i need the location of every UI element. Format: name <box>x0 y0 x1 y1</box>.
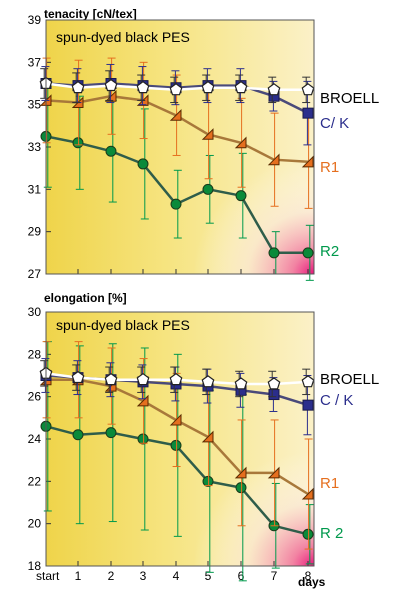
ytick-label: 33 <box>28 140 42 154</box>
data-point <box>169 109 182 121</box>
chart-title-2: spun-dyed black PES <box>56 317 190 333</box>
data-point <box>105 145 117 157</box>
data-point <box>170 439 182 451</box>
series-label: BROELL <box>320 371 379 388</box>
data-point <box>302 107 314 119</box>
data-point <box>169 83 183 96</box>
ytick-label: 18 <box>28 559 42 573</box>
data-point <box>201 80 215 94</box>
data-point <box>234 377 248 390</box>
data-point <box>301 375 315 388</box>
xtick-label: 1 <box>75 569 82 583</box>
data-point <box>267 153 280 166</box>
ytick-label: 22 <box>28 474 42 488</box>
data-point <box>234 466 247 479</box>
elongation-panel: elongation [%] spun-dyed black PES 18202… <box>28 291 380 589</box>
data-point <box>202 475 214 487</box>
plot-glow-1 <box>46 20 314 274</box>
ytick-label: 30 <box>28 305 42 319</box>
data-point <box>234 80 248 94</box>
data-point <box>72 429 84 441</box>
data-point <box>170 198 182 210</box>
xlabel-days: days <box>298 575 326 589</box>
data-point <box>201 430 214 443</box>
ytick-label: 28 <box>28 347 42 361</box>
data-point <box>235 190 247 202</box>
data-point <box>201 375 215 388</box>
plot-frame-2 <box>45 311 315 567</box>
data-point <box>267 466 280 479</box>
data-point <box>201 128 214 140</box>
data-point <box>137 158 149 170</box>
data-point <box>169 413 182 426</box>
plot-frame-1 <box>45 19 315 275</box>
ytick-label: 26 <box>28 390 42 404</box>
data-point <box>104 372 118 386</box>
tenacity-panel: tenacity [cN/tex] spun-dyed black PES 27… <box>28 7 380 281</box>
chart-title-1: spun-dyed black PES <box>56 29 190 45</box>
data-point <box>104 78 118 92</box>
data-point <box>301 487 314 500</box>
series-label: C / K <box>320 392 353 409</box>
ylabel-elongation: elongation [%] <box>44 291 127 305</box>
data-point <box>301 155 314 168</box>
ylabel-tenacity: tenacity [cN/tex] <box>44 7 137 21</box>
series-broell: BROELL <box>39 68 379 107</box>
data-point <box>202 183 214 195</box>
ytick-label: 20 <box>28 517 42 531</box>
xtick-label: 2 <box>108 569 115 583</box>
xtick-label: 3 <box>140 569 147 583</box>
data-point <box>71 370 85 384</box>
data-point <box>72 137 84 149</box>
data-point <box>302 528 314 540</box>
data-point <box>235 482 247 494</box>
series-label: BROELL <box>320 90 379 107</box>
data-point <box>234 136 247 149</box>
series-label: C/ K <box>320 115 349 132</box>
series-r2: R2 <box>40 85 339 281</box>
series-label: R2 <box>320 243 339 260</box>
ytick-label: 39 <box>28 13 42 27</box>
data-point <box>268 389 280 401</box>
xtick-label: 7 <box>271 569 278 583</box>
xtick-label: 4 <box>173 569 180 583</box>
data-point <box>302 399 314 411</box>
data-point <box>136 80 150 94</box>
series-r2: R 2 <box>40 341 343 582</box>
data-point <box>71 80 85 94</box>
series-r1: R1 <box>39 57 339 209</box>
xtick-label: 5 <box>205 569 212 583</box>
data-point <box>267 377 281 390</box>
data-point <box>267 83 281 96</box>
data-point <box>302 247 314 259</box>
data-point <box>169 372 183 386</box>
ytick-label: 35 <box>28 98 42 112</box>
series-broell: BROELL <box>39 360 379 398</box>
data-point <box>301 83 315 96</box>
data-point <box>104 89 117 102</box>
plot-area-elongation: 18 20 22 24 26 28 30 start 1 2 3 4 5 6 7 8 R 2 R1 C / K BRO… <box>28 305 380 583</box>
ytick-label: 29 <box>28 225 42 239</box>
plot-area-tenacity: 27 29 31 33 35 37 39 R2 R1 C/ K BROELL <box>28 13 380 281</box>
ytick-label: 37 <box>28 55 42 69</box>
xtick-label: start <box>36 569 60 583</box>
data-point <box>268 247 280 259</box>
data-point <box>105 427 117 439</box>
series-label: R1 <box>320 475 339 492</box>
ytick-label: 27 <box>28 267 42 281</box>
xtick-label: 8 <box>305 569 312 583</box>
ytick-label: 24 <box>28 432 42 446</box>
series-label: R 2 <box>320 525 343 542</box>
series-label: R1 <box>320 159 339 176</box>
xtick-label: 6 <box>238 569 245 583</box>
ytick-label: 31 <box>28 182 42 196</box>
data-point <box>137 433 149 445</box>
data-point <box>136 372 150 386</box>
